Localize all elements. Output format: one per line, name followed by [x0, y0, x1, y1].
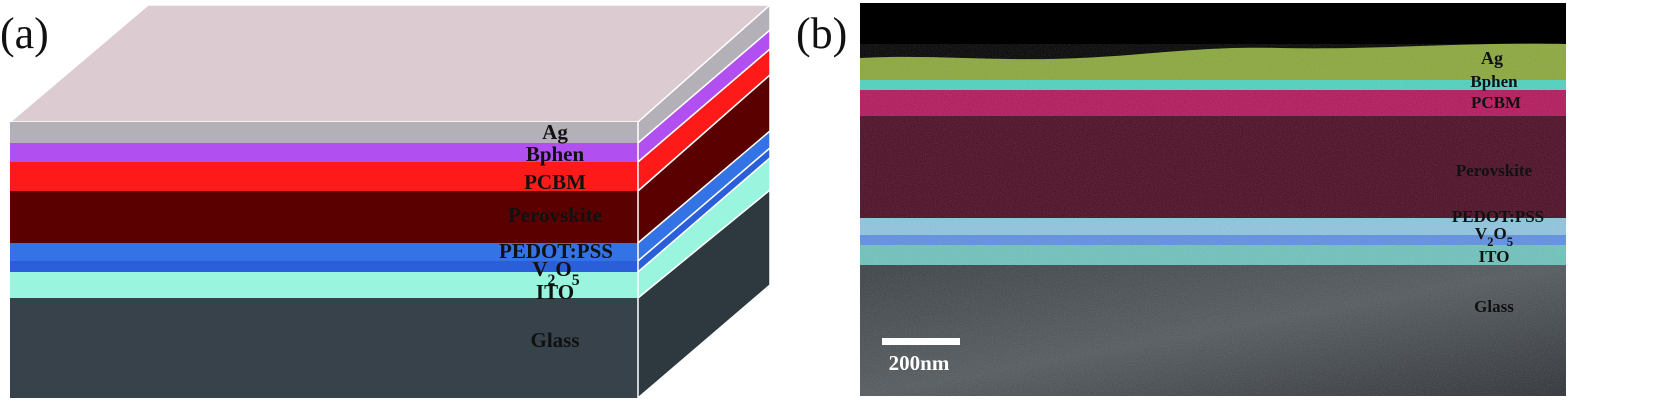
layer-pedot-front: [10, 243, 638, 261]
label-b-glass: Glass: [1474, 297, 1514, 316]
label-b-ito: ITO: [1479, 247, 1510, 266]
layer-ag-front: [10, 122, 638, 143]
sem-cross-section: Ag Bphen PCBM Perovskite PEDOT:PSS V2O5 …: [860, 3, 1566, 396]
label-a-bphen: Bphen: [526, 142, 585, 166]
layer-pcbm-front: [10, 162, 638, 191]
label-b-perovskite: Perovskite: [1456, 161, 1533, 180]
label-b-ag: Ag: [1481, 48, 1503, 68]
label-b-pcbm: PCBM: [1471, 93, 1521, 112]
layer-glass-side: [637, 188, 771, 400]
sem-texture: [860, 44, 1566, 396]
layer-v2o5-front: [10, 261, 638, 272]
label-b-v2o5: V2O5: [1475, 224, 1513, 249]
scale-bar-label: 200nm: [889, 351, 950, 375]
label-a-perovskite: Perovskite: [508, 203, 602, 227]
label-a-ag: Ag: [542, 120, 568, 144]
label-b-bphen: Bphen: [1470, 72, 1518, 91]
label-a-ito: ITO: [536, 280, 574, 304]
layer-glass-front: [10, 298, 638, 398]
scale-bar: [882, 338, 960, 345]
panel-b-label: (b): [796, 9, 848, 58]
layer-ito-front: [10, 272, 638, 298]
stack-top-face: [7, 4, 772, 123]
label-a-pcbm: PCBM: [524, 170, 586, 194]
label-a-glass: Glass: [530, 328, 579, 352]
label-a-pedot: PEDOT:PSS: [499, 239, 613, 263]
layer-perovskite-front: [10, 191, 638, 243]
device-stack-diagram: Ag Bphen PCBM Perovskite PEDOT:PSS V2O5 …: [7, 3, 772, 400]
label-b-pedot: PEDOT:PSS: [1452, 207, 1544, 226]
label-a-v2o5: V2O5: [532, 257, 579, 289]
layer-bphen-front: [10, 143, 638, 162]
panel-a-label: (a): [0, 9, 49, 58]
